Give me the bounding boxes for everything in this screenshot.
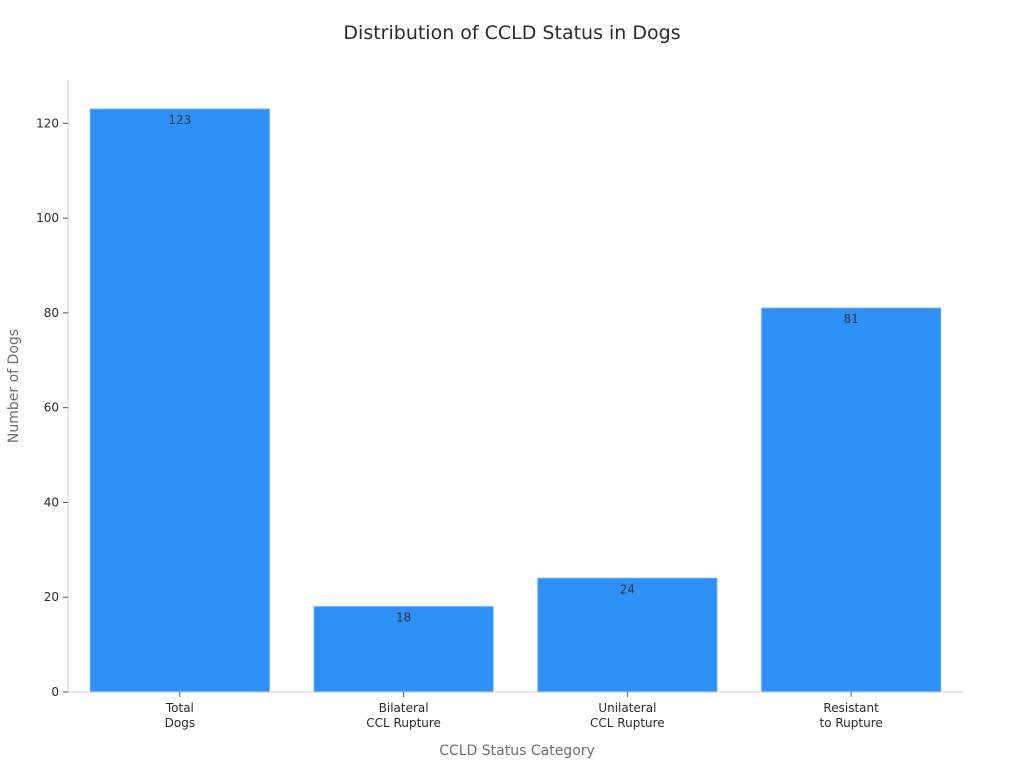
chart-title: Distribution of CCLD Status in Dogs [343, 22, 680, 44]
x-axis-title: CCLD Status Category [439, 743, 595, 759]
bar [89, 108, 270, 693]
bar [537, 577, 718, 693]
bar-value-label: 18 [396, 611, 411, 625]
bar-value-label: 24 [620, 582, 635, 596]
x-tick-label: Unilateral CCL Rupture [590, 701, 665, 730]
y-tick-label: 60 [44, 401, 59, 415]
y-tick-label: 100 [36, 211, 59, 225]
plot-area: 123 18 24 81 [89, 108, 942, 693]
y-tick-label: 20 [44, 590, 59, 604]
x-tick-label: Resistant to Rupture [820, 701, 883, 730]
bar-value-label: 123 [168, 113, 191, 127]
y-axis-title: Number of Dogs [6, 329, 22, 443]
y-axis: 0 20 40 60 80 100 120 [36, 116, 68, 699]
bar-value-label: 81 [843, 312, 858, 326]
y-tick-label: 120 [36, 116, 59, 130]
bar [313, 606, 494, 693]
x-tick-label: Total Dogs [165, 701, 195, 730]
x-tick-label: Bilateral CCL Rupture [366, 701, 441, 730]
x-axis: Total Dogs Bilateral CCL Rupture Unilateral C… [165, 692, 883, 730]
y-tick-label: 40 [44, 495, 59, 509]
y-tick-label: 0 [51, 685, 59, 699]
y-tick-label: 80 [44, 306, 59, 320]
bar [761, 307, 942, 693]
